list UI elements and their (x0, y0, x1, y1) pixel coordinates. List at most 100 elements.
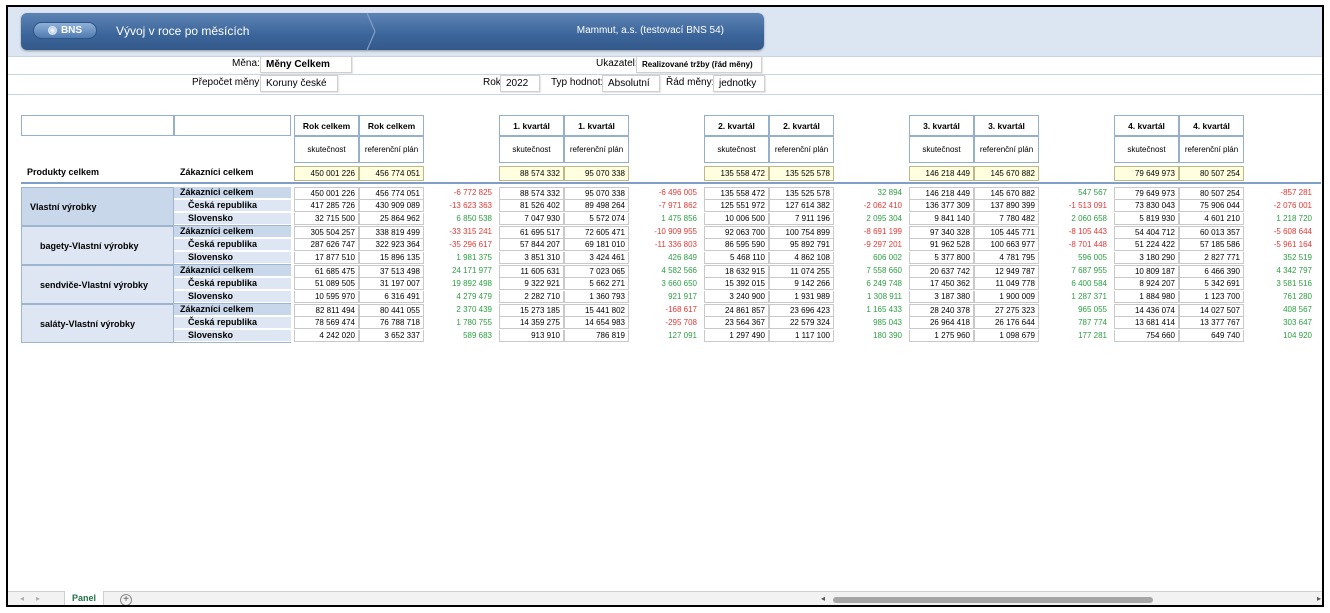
ukazatel-label: Ukazatel: (596, 58, 638, 69)
difference-value: 761 280 (1283, 292, 1312, 301)
difference-value: 2 060 658 (1071, 214, 1107, 223)
actual-value: 1 275 960 (909, 330, 974, 342)
plan-value: 5 662 271 (564, 278, 629, 290)
difference-value: -10 909 955 (654, 227, 697, 236)
plan-subheader: referenční plán (564, 136, 629, 163)
difference-value: -8 691 199 (863, 227, 902, 236)
actual-value: 5 468 110 (704, 252, 769, 264)
group-divider (21, 303, 291, 304)
plan-value: 14 027 507 (1179, 304, 1244, 317)
actual-value: 9 322 921 (499, 278, 564, 290)
actual-value: 26 964 418 (909, 317, 974, 329)
typ-select[interactable]: Absolutní (602, 75, 660, 92)
group-label: sendviče-Vlastní výrobky (21, 265, 174, 304)
difference-value: 965 055 (1078, 305, 1107, 314)
plan-value: 37 513 498 (359, 265, 424, 278)
plan-value: 57 185 586 (1179, 239, 1244, 251)
ukazatel-select[interactable]: Realizované tržby (řád měny) (636, 56, 762, 73)
plan-value: 26 176 644 (974, 317, 1039, 329)
period-header: 1. kvartál (499, 115, 564, 136)
difference-value: 1 780 755 (456, 318, 492, 327)
plan-value: 27 275 323 (974, 304, 1039, 317)
difference-value: -7 971 862 (658, 201, 697, 210)
rok-select[interactable]: 2022 (500, 75, 540, 92)
total-actual-cell: 88 574 332 (499, 166, 564, 181)
total-plan-cell: 456 774 051 (359, 166, 424, 181)
actual-value: 51 089 505 (294, 278, 359, 290)
next-sheet-icon[interactable]: ▸ (36, 594, 41, 603)
difference-value: 787 774 (1078, 318, 1107, 327)
actual-value: 79 649 973 (1114, 187, 1179, 200)
actual-value: 15 273 185 (499, 304, 564, 317)
plan-value: 322 923 364 (359, 239, 424, 251)
row-label: Česká republika (174, 317, 291, 329)
difference-value: 4 279 479 (456, 292, 492, 301)
difference-value: 19 892 498 (451, 279, 492, 288)
total-plan-cell: 95 070 338 (564, 166, 629, 181)
difference-value: 2 095 304 (866, 214, 902, 223)
row-label: Zákazníci celkem (174, 265, 291, 277)
plan-value: 12 949 787 (974, 265, 1039, 278)
difference-value: 1 165 433 (866, 305, 902, 314)
scrollbar-thumb[interactable] (833, 597, 1153, 603)
prepocet-select[interactable]: Koruny české (260, 75, 338, 92)
plan-value: 72 605 471 (564, 226, 629, 239)
sheet-tab-panel[interactable]: Panel (64, 591, 104, 605)
difference-value: -8 105 443 (1068, 227, 1107, 236)
rad-select[interactable]: jednotky (713, 75, 765, 92)
group-divider (21, 264, 291, 265)
period-header: 3. kvartál (909, 115, 974, 136)
difference-value: 1 981 375 (456, 253, 492, 262)
row-label: Slovensko (174, 291, 291, 303)
difference-value: 408 567 (1283, 305, 1312, 314)
plan-value: 13 377 767 (1179, 317, 1244, 329)
actual-value: 11 605 631 (499, 265, 564, 278)
difference-value: 1 287 371 (1071, 292, 1107, 301)
report-title: Vývoj v roce po měsících (116, 24, 250, 38)
difference-value: -9 297 201 (863, 240, 902, 249)
total-product-label: Produkty celkem (27, 167, 100, 177)
actual-value: 86 595 590 (704, 239, 769, 251)
plan-value: 5 342 691 (1179, 278, 1244, 290)
add-sheet-icon[interactable]: + (120, 594, 132, 605)
actual-value: 5 819 930 (1114, 213, 1179, 225)
plan-value: 4 601 210 (1179, 213, 1244, 225)
plan-value: 1 117 100 (769, 330, 834, 342)
plan-value: 430 909 089 (359, 200, 424, 212)
total-customer-label: Zákazníci celkem (180, 167, 254, 177)
rok-label: Rok: (483, 77, 504, 88)
logo-globe-icon (47, 26, 57, 35)
actual-value: 15 392 015 (704, 278, 769, 290)
logo-text: BNS (60, 25, 83, 36)
plan-value: 9 142 266 (769, 278, 834, 290)
group-divider (21, 342, 291, 343)
actual-value: 24 861 857 (704, 304, 769, 317)
plan-value: 4 862 108 (769, 252, 834, 264)
plan-value: 80 507 254 (1179, 187, 1244, 200)
actual-value: 450 001 226 (294, 187, 359, 200)
actual-value: 97 340 328 (909, 226, 974, 239)
scroll-left-icon[interactable]: ◂ (821, 594, 826, 603)
title-banner: BNS Vývoj v roce po měsících Mammut, a.s… (21, 13, 764, 50)
period-header: 3. kvartál (974, 115, 1039, 136)
prev-sheet-icon[interactable]: ◂ (20, 594, 25, 603)
plan-value: 14 654 983 (564, 317, 629, 329)
actual-subheader: skutečnost (1114, 136, 1179, 163)
actual-value: 91 962 528 (909, 239, 974, 251)
actual-subheader: skutečnost (909, 136, 974, 163)
actual-value: 61 685 475 (294, 265, 359, 278)
total-plan-cell: 80 507 254 (1179, 166, 1244, 181)
period-header: 4. kvartál (1179, 115, 1244, 136)
plan-value: 3 652 337 (359, 330, 424, 342)
difference-value: -168 617 (665, 305, 697, 314)
plan-value: 7 023 065 (564, 265, 629, 278)
actual-value: 3 240 900 (704, 291, 769, 303)
header-band: BNS Vývoj v roce po měsících Mammut, a.s… (8, 7, 1322, 56)
scroll-right-icon[interactable]: ▸ (1316, 594, 1321, 603)
horizontal-scrollbar[interactable]: ◂ ▸ (821, 594, 1321, 605)
actual-value: 913 910 (499, 330, 564, 342)
difference-value: -2 076 001 (1273, 201, 1312, 210)
actual-value: 3 851 310 (499, 252, 564, 264)
mena-select[interactable]: Měny Celkem (260, 56, 352, 73)
plan-value: 3 424 461 (564, 252, 629, 264)
